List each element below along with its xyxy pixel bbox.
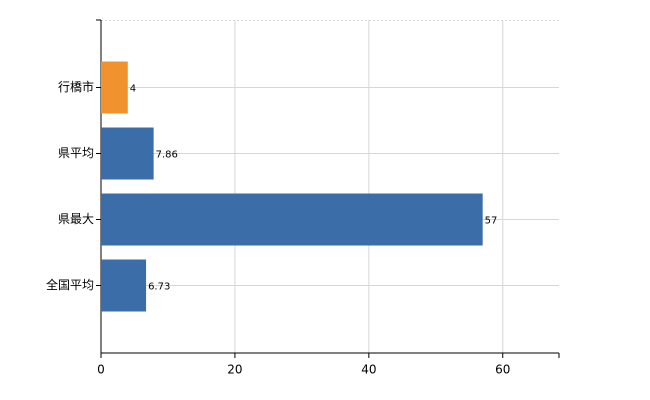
value-label: 7.86 — [156, 150, 178, 161]
y-tick-label: 行橋市 — [58, 79, 94, 94]
x-tick-label: 60 — [495, 363, 510, 377]
x-tick-label: 0 — [97, 363, 105, 377]
y-tick-label: 全国平均 — [46, 277, 94, 292]
bar — [101, 61, 128, 114]
value-label: 6.73 — [148, 282, 170, 293]
value-label: 4 — [130, 84, 136, 95]
bar — [101, 127, 154, 180]
value-label: 57 — [485, 216, 498, 227]
bar — [101, 259, 147, 312]
x-tick-label: 40 — [361, 363, 376, 377]
y-tick-label: 県平均 — [58, 146, 94, 160]
y-tick-label: 県最大 — [58, 212, 94, 226]
x-tick-label: 20 — [227, 363, 242, 377]
bar — [101, 193, 483, 246]
